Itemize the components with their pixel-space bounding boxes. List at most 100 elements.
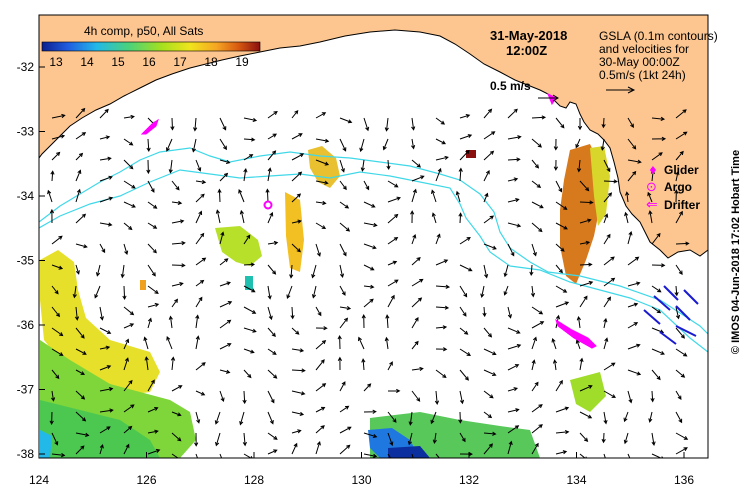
velocity-arrow (339, 306, 352, 311)
velocity-arrow (648, 411, 653, 423)
velocity-arrow (168, 315, 173, 329)
velocity-arrow (435, 325, 448, 330)
velocity-arrow (387, 388, 401, 394)
velocity-arrow (168, 159, 173, 174)
velocity-arrow (387, 213, 399, 224)
sst-patch-west (40, 250, 160, 396)
strong-current-vector (643, 309, 661, 325)
velocity-arrow (575, 339, 581, 350)
velocity-arrow (577, 118, 583, 131)
velocity-arrow (430, 411, 437, 425)
velocity-arrow (483, 131, 496, 140)
velocity-arrow (579, 357, 584, 371)
velocity-arrow (238, 189, 245, 203)
velocity-arrow (387, 411, 397, 423)
velocity-arrow (291, 171, 303, 182)
velocity-arrow (431, 212, 437, 224)
velocity-arrow (507, 243, 515, 257)
velocity-arrow (555, 201, 568, 210)
velocity-arrow (411, 257, 421, 266)
velocity-arrow (579, 180, 590, 192)
velocity-arrow (434, 390, 440, 405)
velocity-arrow (291, 219, 302, 224)
velocity-arrow (651, 232, 661, 245)
velocity-arrow (195, 257, 207, 266)
velocity-arrow (531, 159, 540, 169)
velocity-arrow (411, 366, 424, 371)
velocity-arrow (507, 440, 513, 455)
velocity-arrow (267, 167, 272, 182)
velocity-arrow (553, 159, 559, 171)
velocity-arrow (339, 285, 346, 296)
velocity-arrow (147, 243, 157, 254)
strong-current-vectors (643, 285, 699, 345)
land-mass (39, 15, 708, 259)
velocity-arrow (435, 167, 442, 182)
legend-title: 4h comp, p50, All Sats (84, 24, 203, 38)
velocity-arrow (75, 411, 87, 422)
velocity-arrow (289, 264, 294, 279)
velocity-arrow (120, 264, 125, 279)
velocity-arrow (363, 284, 375, 289)
velocity-arrow (291, 327, 300, 335)
velocity-arrow (651, 136, 667, 141)
velocity-arrow (291, 133, 303, 140)
velocity-arrow (459, 327, 469, 335)
velocity-arrow (47, 189, 53, 203)
velocity-arrow (675, 170, 680, 182)
velocity-arrow (147, 407, 159, 413)
velocity-arrow (339, 405, 350, 413)
legend-tick-label: 14 (80, 55, 94, 69)
velocity-arrow (531, 180, 542, 189)
platform-markers (140, 92, 597, 349)
velocity-arrow (74, 306, 80, 321)
velocity-arrow (123, 323, 135, 329)
velocity-arrow (531, 424, 543, 434)
platform-legend: ♦ Glider ⊙ Argo ⇐ Drifter (646, 163, 700, 213)
velocity-arrow (243, 137, 256, 142)
velocity-arrow (363, 298, 374, 308)
velocity-arrow (315, 383, 327, 392)
velocity-arrow (51, 390, 56, 402)
velocity-arrow (51, 285, 59, 295)
velocity-arrow (339, 444, 351, 455)
velocity-arrow (147, 222, 158, 229)
velocity-arrow (576, 315, 581, 329)
gsla-scale-arrow (606, 86, 636, 94)
velocity-arrow (267, 110, 278, 119)
velocity-arrow (603, 317, 608, 329)
velocity-scale-arrow (538, 94, 559, 102)
imos-credit: © IMOS 04-Jun-2018 17:02 Hobart Time (730, 149, 742, 355)
velocity-arrow (531, 321, 545, 329)
velocity-arrow (291, 368, 306, 373)
velocity-arrow (363, 243, 377, 250)
glider-legend-label: Glider (664, 163, 699, 177)
velocity-arrow (123, 404, 135, 413)
velocity-arrow (627, 256, 640, 266)
velocity-arrow (291, 243, 301, 253)
velocity-arrow (171, 219, 185, 224)
velocity-arrow (411, 138, 416, 150)
velocity-arrow (219, 159, 231, 164)
velocity-arrow (290, 306, 295, 320)
velocity-arrow (674, 285, 679, 297)
velocity-arrow (75, 169, 82, 182)
velocity-arrow (315, 222, 327, 230)
velocity-arrow (143, 336, 149, 350)
velocity-arrow (455, 190, 461, 203)
velocity-arrow (75, 213, 87, 224)
velocity-arrow (243, 327, 257, 333)
velocity-arrow (410, 210, 415, 224)
velocity-arrow (459, 348, 471, 356)
velocity-arrow (382, 138, 389, 151)
velocity-arrow (531, 115, 547, 120)
velocity-arrow (99, 408, 114, 413)
velocity-arrow (219, 281, 231, 287)
velocity-arrow (291, 442, 298, 455)
velocity-arrow (507, 387, 519, 392)
velocity-arrow (315, 180, 329, 185)
longitude-axis: 124 126 128 130 132 134 136 (29, 452, 694, 487)
velocity-arrow (191, 138, 197, 153)
velocity-arrow (579, 295, 588, 308)
velocity-arrow (387, 260, 398, 266)
